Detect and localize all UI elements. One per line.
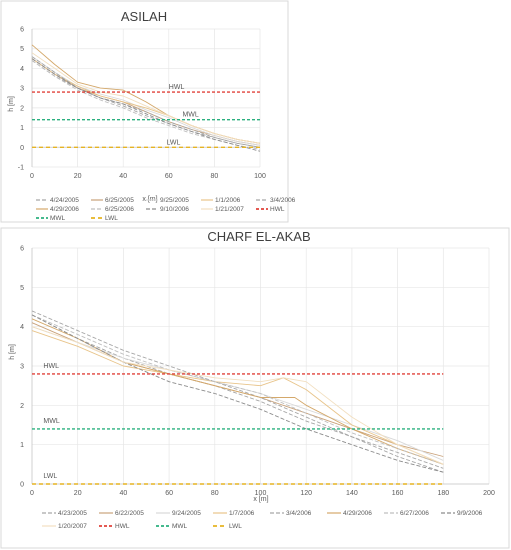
series-line (31, 314, 444, 473)
x-tick-label: 80 (211, 490, 219, 497)
legend-label: 6/25/2006 (105, 206, 134, 213)
water-level-annotation: MWL (43, 418, 59, 425)
water-level-annotation: MWL (182, 112, 198, 119)
x-tick-label: 60 (165, 490, 173, 497)
series-line (31, 56, 261, 146)
legend-label: 9/24/2005 (172, 510, 201, 517)
chart-asilah: ASILAH x [m] h [m] -10123456020406080100… (0, 0, 296, 223)
x-tick-label: 60 (165, 173, 173, 180)
x-tick-label: 40 (119, 173, 127, 180)
series-line (31, 314, 444, 465)
y-tick-label: 4 (20, 324, 24, 331)
y-tick-label: 3 (20, 86, 24, 93)
y-tick-label: 6 (20, 246, 24, 253)
legend-label: 4/23/2005 (58, 510, 87, 517)
x-axis-label: x [m] (253, 496, 268, 503)
y-tick-label: 0 (20, 145, 24, 152)
x-tick-label: 120 (300, 490, 312, 497)
y-tick-label: 2 (20, 105, 24, 112)
series-line (31, 60, 261, 150)
x-tick-label: 140 (346, 490, 358, 497)
x-tick-label: 20 (74, 490, 82, 497)
legend-label: 1/21/2007 (215, 206, 244, 213)
y-tick-label: 4 (20, 66, 24, 73)
legend-label: 6/25/2005 (105, 197, 134, 204)
legend-label: 9/9/2006 (457, 510, 483, 517)
series-line (31, 330, 444, 465)
legend-label: 1/1/2006 (215, 197, 241, 204)
water-level-annotation: HWL (43, 363, 59, 370)
y-tick-label: -1 (18, 165, 24, 172)
y-tick-label: 2 (20, 403, 24, 410)
legend-label: 1/20/2007 (58, 523, 87, 530)
x-tick-label: 160 (392, 490, 404, 497)
water-level-annotation: HWL (169, 84, 185, 91)
legend-label: MWL (50, 215, 66, 222)
legend-label: 1/7/2006 (229, 510, 255, 517)
y-tick-label: 1 (20, 442, 24, 449)
legend-label: 4/29/2006 (343, 510, 372, 517)
series-line (31, 314, 444, 473)
series-line (31, 326, 444, 465)
legend-label: 6/27/2006 (400, 510, 429, 517)
chart-frame (0, 227, 510, 549)
legend-label: 6/22/2005 (115, 510, 144, 517)
legend-label: 3/4/2006 (286, 510, 312, 517)
x-tick-label: 40 (120, 490, 128, 497)
x-tick-label: 180 (437, 490, 449, 497)
series-line (31, 60, 261, 148)
legend-label: LWL (105, 215, 118, 222)
legend-label: 9/10/2006 (160, 206, 189, 213)
x-tick-label: 100 (255, 490, 267, 497)
y-axis-label: h [m] (9, 344, 16, 360)
x-tick-label: 80 (211, 173, 219, 180)
series-line (31, 52, 261, 144)
legend-label: 4/24/2005 (50, 197, 79, 204)
legend-label: 4/29/2006 (50, 206, 79, 213)
legend-label: 3/4/2006 (270, 197, 296, 204)
legend-label: LWL (229, 523, 242, 530)
x-tick-label: 100 (254, 173, 266, 180)
legend-label: 9/25/2005 (160, 197, 189, 204)
legend-label: MWL (172, 523, 188, 530)
water-level-annotation: LWL (167, 139, 181, 146)
y-tick-label: 0 (20, 482, 24, 489)
x-tick-label: 200 (483, 490, 495, 497)
x-tick-label: 0 (30, 173, 34, 180)
legend-label: HWL (270, 206, 285, 213)
chart-title: ASILAH (121, 9, 167, 24)
x-tick-label: 20 (74, 173, 82, 180)
legend-label: HWL (115, 523, 130, 530)
water-level-annotation: LWL (43, 473, 57, 480)
y-tick-label: 5 (20, 46, 24, 53)
series-line (31, 58, 261, 152)
series-line (31, 56, 261, 148)
series-line (31, 310, 444, 469)
chart-title: CHARF EL-AKAB (207, 229, 310, 244)
y-tick-label: 3 (20, 364, 24, 371)
y-tick-label: 6 (20, 27, 24, 34)
x-tick-label: 0 (30, 490, 34, 497)
y-tick-label: 1 (20, 125, 24, 132)
y-tick-label: 5 (20, 285, 24, 292)
y-axis-label: h [m] (8, 96, 15, 112)
